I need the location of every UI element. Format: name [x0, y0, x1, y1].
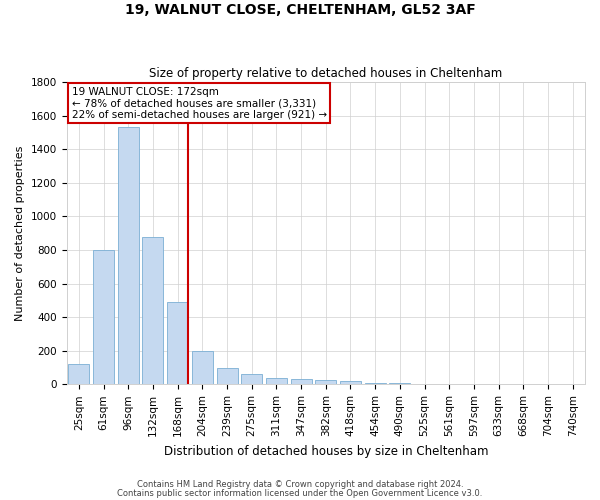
- X-axis label: Distribution of detached houses by size in Cheltenham: Distribution of detached houses by size …: [164, 444, 488, 458]
- Title: Size of property relative to detached houses in Cheltenham: Size of property relative to detached ho…: [149, 66, 502, 80]
- Text: Contains public sector information licensed under the Open Government Licence v3: Contains public sector information licen…: [118, 488, 482, 498]
- Bar: [93, 250, 114, 384]
- Bar: [241, 374, 262, 384]
- Bar: [340, 381, 361, 384]
- Bar: [167, 302, 188, 384]
- Bar: [68, 364, 89, 384]
- Bar: [290, 380, 311, 384]
- Text: 19, WALNUT CLOSE, CHELTENHAM, GL52 3AF: 19, WALNUT CLOSE, CHELTENHAM, GL52 3AF: [125, 2, 475, 16]
- Bar: [217, 368, 238, 384]
- Bar: [118, 128, 139, 384]
- Bar: [142, 236, 163, 384]
- Bar: [315, 380, 336, 384]
- Y-axis label: Number of detached properties: Number of detached properties: [15, 146, 25, 321]
- Bar: [192, 350, 213, 384]
- Text: 19 WALNUT CLOSE: 172sqm
← 78% of detached houses are smaller (3,331)
22% of semi: 19 WALNUT CLOSE: 172sqm ← 78% of detache…: [72, 86, 327, 120]
- Bar: [266, 378, 287, 384]
- Text: Contains HM Land Registry data © Crown copyright and database right 2024.: Contains HM Land Registry data © Crown c…: [137, 480, 463, 489]
